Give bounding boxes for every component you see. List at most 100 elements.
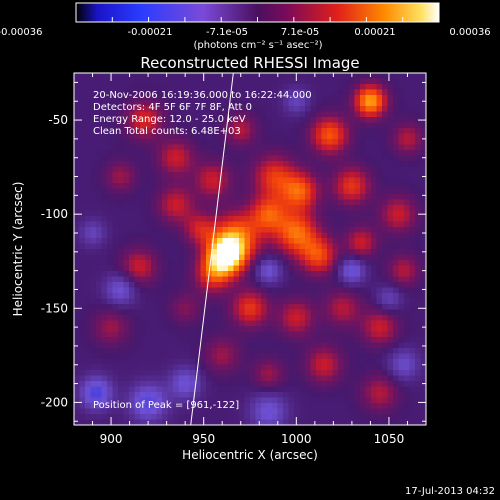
heatmap-cell — [305, 144, 311, 151]
heatmap-cell — [74, 337, 80, 343]
heatmap-cell — [305, 375, 311, 382]
heatmap-cell — [343, 205, 350, 211]
heatmap-cell — [376, 133, 383, 140]
heatmap-cell — [222, 386, 229, 393]
heatmap-cell — [283, 370, 289, 376]
heatmap-cell — [222, 403, 229, 409]
heatmap-cell — [211, 89, 218, 96]
heatmap-cell — [255, 100, 262, 107]
heatmap-cell — [404, 342, 410, 349]
heatmap-cell — [189, 403, 196, 409]
heatmap-cell — [129, 100, 135, 107]
heatmap-cell — [156, 117, 163, 123]
heatmap-cell — [167, 117, 174, 123]
heatmap-cell — [151, 205, 157, 211]
heatmap-cell — [310, 161, 317, 167]
heatmap-cell — [228, 254, 234, 261]
heatmap-cell — [90, 100, 97, 107]
heatmap-cell — [101, 117, 108, 123]
heatmap-cell — [162, 144, 168, 151]
heatmap-cell — [277, 73, 284, 79]
heatmap-cell — [409, 348, 416, 354]
heatmap-cell — [398, 342, 405, 349]
heatmap-cell — [415, 315, 421, 321]
heatmap-cell — [294, 139, 300, 145]
heatmap-cell — [255, 188, 262, 195]
heatmap-cell — [200, 122, 207, 129]
heatmap-cell — [349, 386, 355, 393]
heatmap-cell — [200, 205, 207, 211]
heatmap-cell — [211, 348, 218, 354]
heatmap-cell — [167, 100, 174, 107]
heatmap-cell — [338, 155, 344, 162]
heatmap-cell — [217, 271, 223, 277]
heatmap-cell — [156, 205, 163, 211]
heatmap-cell — [371, 166, 377, 173]
heatmap-cell — [101, 304, 108, 310]
heatmap-cell — [217, 128, 223, 134]
heatmap-cell — [239, 84, 245, 90]
heatmap-cell — [376, 375, 383, 382]
heatmap-cell — [305, 188, 311, 195]
heatmap-cell — [387, 386, 394, 393]
heatmap-cell — [217, 397, 223, 404]
heatmap-cell — [189, 320, 196, 327]
heatmap-cell — [244, 78, 251, 85]
heatmap-cell — [305, 177, 311, 184]
heatmap-cell — [338, 375, 344, 382]
heatmap-cell — [288, 232, 295, 239]
heatmap-cell — [200, 89, 207, 96]
heatmap-cell — [250, 260, 256, 266]
heatmap-cell — [239, 194, 245, 200]
heatmap-cell — [387, 73, 394, 79]
heatmap-cell — [250, 298, 256, 305]
heatmap-cell — [409, 227, 416, 233]
heatmap-cell — [250, 128, 256, 134]
heatmap-cell — [118, 89, 124, 96]
heatmap-cell — [211, 381, 218, 387]
heatmap-cell — [74, 122, 80, 129]
heatmap-cell — [360, 403, 366, 409]
heatmap-cell — [332, 271, 339, 277]
plot-area — [74, 73, 426, 425]
heatmap-cell — [261, 139, 267, 145]
heatmap-cell — [288, 326, 295, 332]
heatmap-cell — [327, 298, 333, 305]
heatmap-cell — [398, 414, 405, 420]
heatmap-cell — [173, 293, 179, 299]
heatmap-cell — [255, 133, 262, 140]
heatmap-cell — [200, 254, 207, 261]
heatmap-cell — [211, 238, 218, 244]
heatmap-cell — [299, 111, 306, 118]
heatmap-cell — [332, 414, 339, 420]
heatmap-cell — [107, 276, 113, 283]
heatmap-cell — [239, 359, 245, 365]
heatmap-cell — [316, 364, 322, 371]
heatmap-cell — [321, 304, 328, 310]
heatmap-cell — [233, 210, 240, 217]
heatmap-cell — [162, 414, 168, 420]
heatmap-cell — [178, 309, 185, 316]
heatmap-cell — [387, 293, 394, 299]
heatmap-cell — [112, 122, 119, 129]
heatmap-cell — [327, 304, 333, 310]
heatmap-cell — [79, 128, 86, 134]
heatmap-cell — [305, 282, 311, 288]
heatmap-cell — [299, 326, 306, 332]
heatmap-cell — [272, 359, 278, 365]
heatmap-cell — [354, 194, 361, 200]
heatmap-cell — [387, 210, 394, 217]
heatmap-cell — [90, 359, 97, 365]
heatmap-cell — [266, 128, 273, 134]
heatmap-cell — [338, 342, 344, 349]
heatmap-cell — [96, 111, 102, 118]
heatmap-cell — [112, 232, 119, 239]
heatmap-cell — [85, 375, 91, 382]
heatmap-cell — [90, 348, 97, 354]
heatmap-cell — [360, 144, 366, 151]
heatmap-cell — [178, 161, 185, 167]
heatmap-cell — [409, 386, 416, 393]
heatmap-cell — [371, 183, 377, 189]
heatmap-cell — [261, 221, 267, 228]
heatmap-cell — [167, 419, 174, 425]
